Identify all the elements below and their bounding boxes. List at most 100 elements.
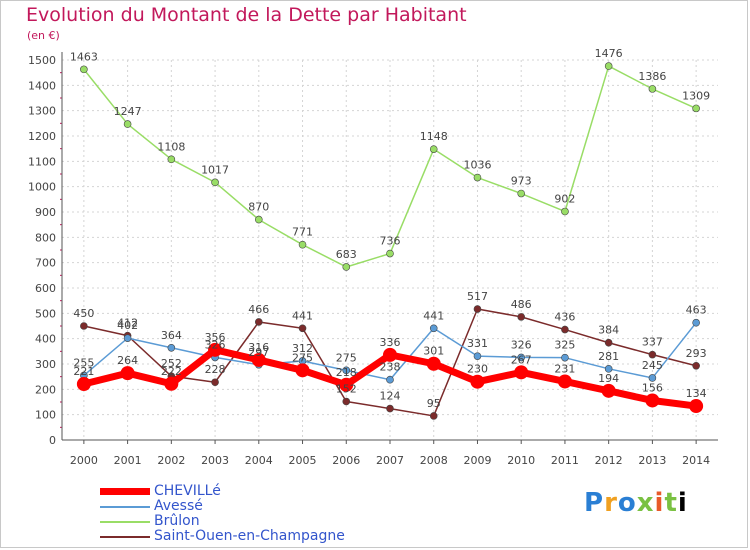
data-label: 134 [686,387,707,400]
data-point [342,366,351,375]
data-label: 230 [467,363,488,376]
data-label: 326 [205,338,226,351]
data-point [386,404,394,413]
data-point [429,145,438,153]
data-label: 221 [73,365,94,378]
data-point [298,324,307,333]
data-point [604,365,613,373]
y-tick-label: 1000 [28,181,56,194]
data-point [473,352,482,360]
data-label: 222 [161,365,182,378]
data-label: 441 [292,309,313,322]
y-tick-label: 300 [35,358,56,371]
data-label: 95 [427,397,441,410]
legend-item: Saint-Ouen-en-Champagne [100,529,345,544]
data-point [167,343,176,352]
data-point [164,376,179,391]
data-label: 312 [292,342,313,355]
x-tick-label: 2005 [289,454,317,467]
data-label: 441 [423,309,444,322]
data-point [120,366,135,381]
y-tick-label: 100 [35,409,56,422]
data-point [342,397,351,406]
data-label: 364 [161,329,182,342]
data-label: 255 [73,356,94,369]
y-tick-label: 900 [35,206,56,219]
data-point [426,356,441,371]
data-point [298,240,307,249]
data-label: 267 [511,353,532,366]
data-label: 336 [380,336,401,349]
data-label: 1386 [638,70,666,83]
x-tick-label: 2000 [70,454,98,467]
data-point [383,347,397,362]
data-point [342,263,351,271]
data-label: 412 [117,317,138,330]
data-point [692,361,700,370]
data-label: 228 [205,363,226,376]
x-tick-label: 2006 [332,454,360,467]
data-point [604,62,613,70]
x-tick-label: 2007 [376,454,404,467]
data-label: 466 [248,303,269,316]
y-tick-label: 1400 [28,79,56,92]
data-point [211,378,219,387]
data-label: 683 [336,248,357,261]
legend-item: CHEVILLé [100,484,345,499]
legend-label: Brûlon [154,513,200,529]
data-label: 331 [467,337,488,350]
data-label: 326 [511,338,532,351]
x-tick-label: 2014 [682,454,710,467]
data-point [167,155,176,164]
data-label: 297 [248,346,269,359]
data-label: 275 [336,351,357,364]
data-label: 252 [161,357,182,370]
data-point [429,412,438,420]
data-label: 463 [686,304,707,317]
data-label: 517 [467,290,488,303]
data-point [211,178,219,187]
data-point [601,383,616,398]
legend-label: Avessé [154,498,203,514]
data-label: 124 [380,390,401,403]
data-point [251,352,266,367]
data-label: 152 [336,382,357,395]
data-label: 1247 [114,105,142,118]
data-point [517,353,526,362]
data-label: 301 [423,345,444,358]
data-point [648,350,657,359]
chart-title: Evolution du Montant de la Dette par Hab… [26,4,467,26]
data-label: 194 [598,372,619,385]
data-label: 384 [598,324,619,337]
data-point [604,338,613,347]
x-tick-label: 2012 [595,454,623,467]
data-point [514,365,529,380]
data-point [689,399,704,414]
data-point [80,322,88,330]
data-point [339,377,354,392]
data-label: 156 [642,381,663,394]
y-tick-label: 1200 [28,130,56,143]
data-label: 402 [117,319,138,332]
x-tick-label: 2008 [420,454,448,467]
data-label: 238 [380,361,401,374]
data-point [473,305,482,313]
data-point [648,374,657,382]
legend-swatch [100,505,150,508]
data-label: 771 [292,226,313,239]
x-tick-label: 2009 [463,454,491,467]
data-label: 281 [598,350,619,363]
data-label: 870 [248,201,269,214]
data-point [561,207,569,216]
data-point [645,393,660,408]
y-tick-label: 1300 [28,105,56,118]
legend-swatch [100,488,150,495]
data-point [76,377,91,392]
legend-label: CHEVILLé [154,483,221,499]
data-label: 450 [73,307,94,320]
data-point [254,215,263,224]
data-label: 218 [336,366,357,379]
data-point [123,120,132,128]
